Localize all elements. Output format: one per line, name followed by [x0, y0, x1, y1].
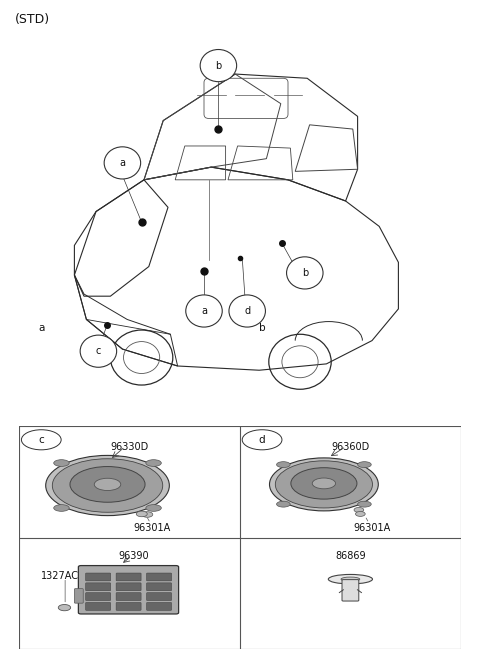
Text: b: b: [301, 268, 308, 278]
Circle shape: [186, 295, 222, 327]
Ellipse shape: [52, 459, 163, 512]
Circle shape: [200, 49, 237, 81]
Ellipse shape: [328, 575, 372, 584]
Text: d: d: [259, 435, 265, 445]
Ellipse shape: [146, 460, 161, 466]
Ellipse shape: [46, 455, 169, 516]
Circle shape: [22, 430, 61, 450]
Circle shape: [142, 512, 153, 518]
FancyBboxPatch shape: [146, 573, 171, 581]
Circle shape: [354, 508, 364, 512]
FancyBboxPatch shape: [116, 592, 141, 600]
FancyBboxPatch shape: [85, 583, 110, 590]
Text: 96390: 96390: [119, 551, 149, 562]
FancyBboxPatch shape: [342, 580, 359, 601]
Text: 96330D: 96330D: [110, 442, 149, 452]
Circle shape: [104, 147, 141, 179]
Circle shape: [287, 257, 323, 289]
Circle shape: [356, 512, 365, 516]
Text: 96360D: 96360D: [331, 442, 370, 452]
Circle shape: [58, 604, 71, 611]
Text: a: a: [38, 323, 45, 333]
Ellipse shape: [54, 460, 69, 466]
Ellipse shape: [276, 461, 372, 508]
Circle shape: [80, 335, 117, 367]
FancyBboxPatch shape: [78, 565, 179, 614]
Ellipse shape: [70, 466, 145, 502]
Ellipse shape: [312, 478, 336, 489]
Ellipse shape: [291, 468, 357, 499]
Text: b: b: [259, 323, 265, 333]
FancyBboxPatch shape: [74, 588, 83, 603]
FancyBboxPatch shape: [116, 583, 141, 590]
Circle shape: [229, 295, 265, 327]
Text: d: d: [244, 306, 250, 316]
Ellipse shape: [341, 577, 360, 581]
Text: (STD): (STD): [14, 12, 49, 26]
Circle shape: [136, 511, 147, 517]
Ellipse shape: [54, 504, 69, 511]
Text: 1327AC: 1327AC: [41, 571, 79, 581]
Ellipse shape: [276, 462, 290, 468]
Text: c: c: [96, 346, 101, 356]
FancyBboxPatch shape: [85, 573, 110, 581]
FancyBboxPatch shape: [146, 602, 171, 610]
Text: b: b: [215, 60, 222, 71]
FancyBboxPatch shape: [116, 602, 141, 610]
Text: 96301A: 96301A: [133, 523, 170, 533]
FancyBboxPatch shape: [146, 592, 171, 600]
Ellipse shape: [269, 458, 378, 511]
Text: 96301A: 96301A: [354, 523, 391, 533]
Ellipse shape: [358, 501, 371, 507]
Circle shape: [22, 318, 61, 338]
Circle shape: [242, 318, 282, 338]
FancyBboxPatch shape: [146, 583, 171, 590]
FancyBboxPatch shape: [85, 592, 110, 600]
Text: a: a: [201, 306, 207, 316]
Circle shape: [242, 430, 282, 450]
FancyBboxPatch shape: [116, 573, 141, 581]
Ellipse shape: [94, 478, 121, 491]
Text: 86869: 86869: [335, 551, 366, 562]
FancyBboxPatch shape: [85, 602, 110, 610]
Ellipse shape: [146, 504, 161, 511]
Ellipse shape: [276, 501, 290, 507]
Ellipse shape: [358, 462, 371, 468]
Text: c: c: [38, 435, 44, 445]
Text: a: a: [120, 158, 125, 168]
